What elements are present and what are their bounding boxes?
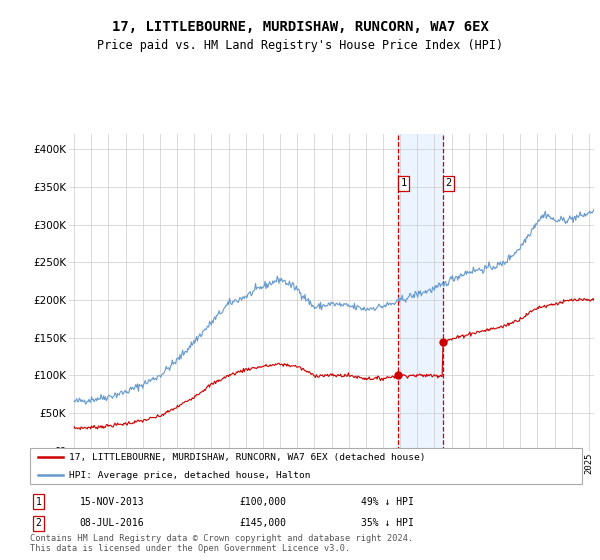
Text: £100,000: £100,000	[240, 497, 287, 507]
Text: 15-NOV-2013: 15-NOV-2013	[80, 497, 145, 507]
Text: 1: 1	[35, 497, 41, 507]
Text: 35% ↓ HPI: 35% ↓ HPI	[361, 518, 414, 528]
Text: 1: 1	[401, 179, 407, 188]
Bar	[398, 134, 443, 451]
Text: 17, LITTLEBOURNE, MURDISHAW, RUNCORN, WA7 6EX: 17, LITTLEBOURNE, MURDISHAW, RUNCORN, WA…	[112, 20, 488, 34]
Text: 17, LITTLEBOURNE, MURDISHAW, RUNCORN, WA7 6EX (detached house): 17, LITTLEBOURNE, MURDISHAW, RUNCORN, WA…	[68, 452, 425, 461]
Text: Contains HM Land Registry data © Crown copyright and database right 2024.
This d: Contains HM Land Registry data © Crown c…	[30, 534, 413, 553]
Text: 2: 2	[35, 518, 41, 528]
FancyBboxPatch shape	[30, 448, 582, 484]
Text: Price paid vs. HM Land Registry's House Price Index (HPI): Price paid vs. HM Land Registry's House …	[97, 39, 503, 52]
Text: 08-JUL-2016: 08-JUL-2016	[80, 518, 145, 528]
Text: £145,000: £145,000	[240, 518, 287, 528]
Text: 49% ↓ HPI: 49% ↓ HPI	[361, 497, 414, 507]
Text: HPI: Average price, detached house, Halton: HPI: Average price, detached house, Halt…	[68, 471, 310, 480]
Text: 2: 2	[446, 179, 452, 188]
